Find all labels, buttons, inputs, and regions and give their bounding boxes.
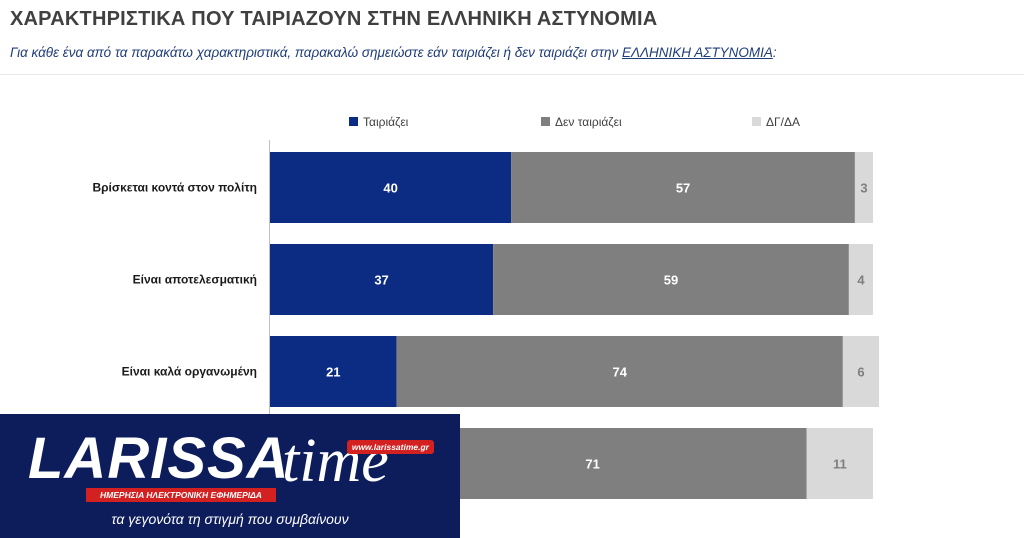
logo-strip: ΗΜΕΡΗΣΙΑ ΗΛΕΚΤΡΟΝΙΚΗ ΕΦΗΜΕΡΙΔΑ bbox=[86, 488, 276, 502]
bar-3-series-2 bbox=[396, 336, 843, 407]
legend-label-1: Ταιριάζει bbox=[363, 115, 409, 129]
legend-label-2: Δεν ταιριάζει bbox=[555, 115, 622, 129]
category-label-2: Είναι αποτελεσματική bbox=[133, 273, 257, 287]
data-label-3-series-3: 6 bbox=[857, 365, 864, 380]
logo-tagline: τα γεγονότα τη στιγμή που συμβαίνουν bbox=[111, 511, 349, 527]
bar-3-series-1 bbox=[270, 336, 397, 407]
subtitle-prefix: Για κάθε ένα από τα παρακάτω χαρακτηριστ… bbox=[10, 45, 622, 60]
data-label-2-series-1: 37 bbox=[374, 273, 388, 288]
data-label-2-series-2: 59 bbox=[664, 273, 678, 288]
bar-1-series-2 bbox=[511, 152, 855, 223]
data-label-2-series-3: 4 bbox=[857, 273, 865, 288]
data-label-4-series-3: 11 bbox=[833, 457, 847, 472]
bar-2-series-2 bbox=[493, 244, 849, 315]
header-divider bbox=[0, 74, 1024, 75]
legend-swatch-1 bbox=[349, 117, 358, 126]
logo-brand-text: LARISSA bbox=[28, 426, 290, 491]
data-label-4-series-2: 71 bbox=[585, 457, 599, 472]
data-label-1-series-2: 57 bbox=[676, 181, 690, 196]
category-label-3: Είναι καλά οργανωμένη bbox=[122, 365, 257, 379]
bar-2-series-3 bbox=[848, 244, 873, 315]
data-label-3-series-2: 74 bbox=[613, 365, 628, 380]
data-label-1-series-1: 40 bbox=[383, 181, 397, 196]
legend-swatch-2 bbox=[541, 117, 550, 126]
subtitle-suffix: : bbox=[772, 45, 777, 60]
larissatime-logo-banner: LARISSA time www.larissatime.gr ΗΜΕΡΗΣΙΑ… bbox=[0, 414, 460, 538]
legend-swatch-3 bbox=[752, 117, 761, 126]
bar-1-series-1 bbox=[270, 152, 512, 223]
bar-2-series-1 bbox=[270, 244, 494, 315]
bar-3-series-3 bbox=[842, 336, 880, 407]
legend-label-3: ΔΓ/ΔΑ bbox=[766, 115, 800, 129]
chart-title: ΧΑΡΑΚΤΗΡΙΣΤΙΚΑ ΠΟΥ ΤΑΙΡΙΑΖΟΥΝ ΣΤΗΝ ΕΛΛΗΝ… bbox=[10, 8, 658, 30]
data-label-1-series-3: 3 bbox=[860, 181, 867, 196]
subtitle-emphasis: ΕΛΛΗΝΙΚΗ ΑΣΤΥΝΟΜΙΑ bbox=[621, 45, 773, 60]
chart-subtitle: Για κάθε ένα από τα παρακάτω χαρακτηριστ… bbox=[10, 45, 777, 60]
logo-website: www.larissatime.gr bbox=[346, 440, 434, 454]
bar-1-series-3 bbox=[854, 152, 873, 223]
bar-4-series-3 bbox=[806, 428, 873, 499]
category-label-1: Βρίσκεται κοντά στον πολίτη bbox=[92, 181, 257, 195]
data-label-3-series-1: 21 bbox=[326, 365, 340, 380]
